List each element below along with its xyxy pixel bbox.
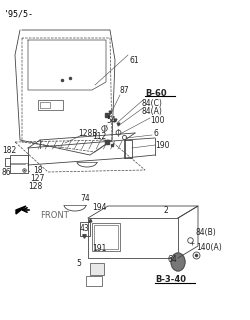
- Text: 86: 86: [2, 167, 12, 177]
- Text: 74: 74: [80, 194, 90, 203]
- Text: 43: 43: [80, 223, 90, 233]
- Bar: [38, 100, 63, 110]
- Text: 84(C): 84(C): [142, 99, 163, 108]
- Text: 128B: 128B: [78, 129, 98, 138]
- Text: 191: 191: [92, 244, 106, 252]
- Text: 190: 190: [155, 140, 170, 149]
- Bar: [88, 218, 178, 258]
- Text: 87: 87: [120, 85, 130, 94]
- Text: 112: 112: [92, 132, 106, 140]
- Bar: [40, 102, 50, 108]
- Polygon shape: [16, 206, 26, 214]
- Text: FRONT: FRONT: [40, 211, 69, 220]
- Text: '95/5-: '95/5-: [4, 9, 34, 18]
- Bar: [10, 155, 28, 173]
- Bar: [90, 263, 104, 275]
- Text: B-3-40: B-3-40: [155, 276, 186, 284]
- Bar: [92, 223, 120, 251]
- Text: 61: 61: [130, 55, 140, 65]
- Text: 127: 127: [30, 173, 44, 182]
- Text: 2: 2: [163, 205, 168, 214]
- Text: 84(A): 84(A): [142, 107, 163, 116]
- Text: 100: 100: [150, 116, 164, 124]
- Text: 128: 128: [28, 181, 42, 190]
- Ellipse shape: [171, 253, 185, 271]
- Bar: [80, 222, 90, 236]
- Bar: [86, 276, 102, 286]
- Bar: [94, 225, 118, 249]
- Bar: [124, 140, 132, 158]
- Text: B-60: B-60: [145, 89, 167, 98]
- Text: 18: 18: [33, 165, 42, 174]
- Text: 194: 194: [92, 203, 106, 212]
- Text: 5: 5: [76, 260, 81, 268]
- Text: 54: 54: [106, 116, 116, 124]
- Text: 6: 6: [153, 129, 158, 138]
- Text: 140(A): 140(A): [196, 243, 222, 252]
- Text: 182: 182: [2, 146, 16, 155]
- Text: 64: 64: [167, 255, 177, 265]
- Text: 84(B): 84(B): [196, 228, 217, 236]
